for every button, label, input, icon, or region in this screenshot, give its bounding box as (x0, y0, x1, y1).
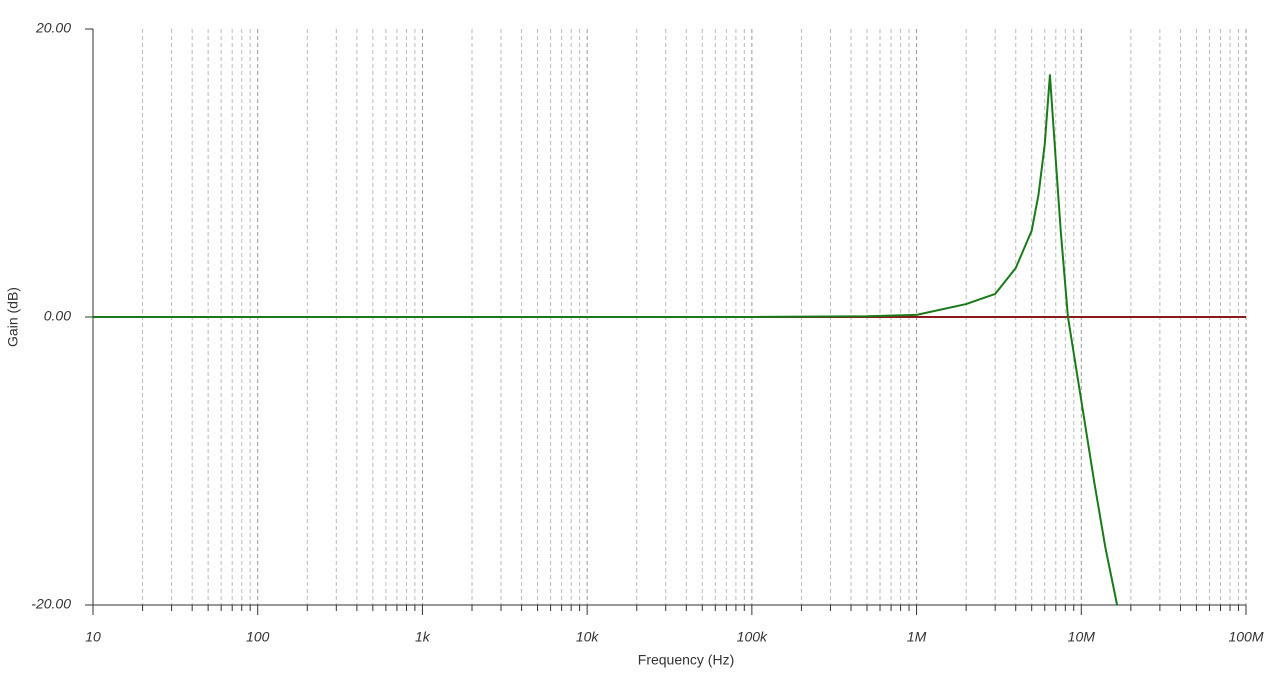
y-axis-label: Gain (dB) (5, 287, 21, 347)
x-axis-label: Frequency (Hz) (638, 652, 734, 668)
x-tick-label: 10 (85, 629, 101, 645)
x-tick-label: 100 (246, 629, 270, 645)
x-tick-label: 1M (907, 629, 927, 645)
x-tick-label: 1k (415, 629, 431, 645)
x-tick-label: 100k (737, 629, 768, 645)
y-tick-label: -20.00 (31, 596, 71, 612)
y-tick-label: 20.00 (35, 20, 71, 36)
y-tick-label: 0.00 (44, 308, 71, 324)
x-tick-label: 10k (576, 629, 600, 645)
x-tick-label: 10M (1068, 629, 1096, 645)
series-line (93, 74, 1119, 606)
x-tick-label: 100M (1228, 629, 1263, 645)
